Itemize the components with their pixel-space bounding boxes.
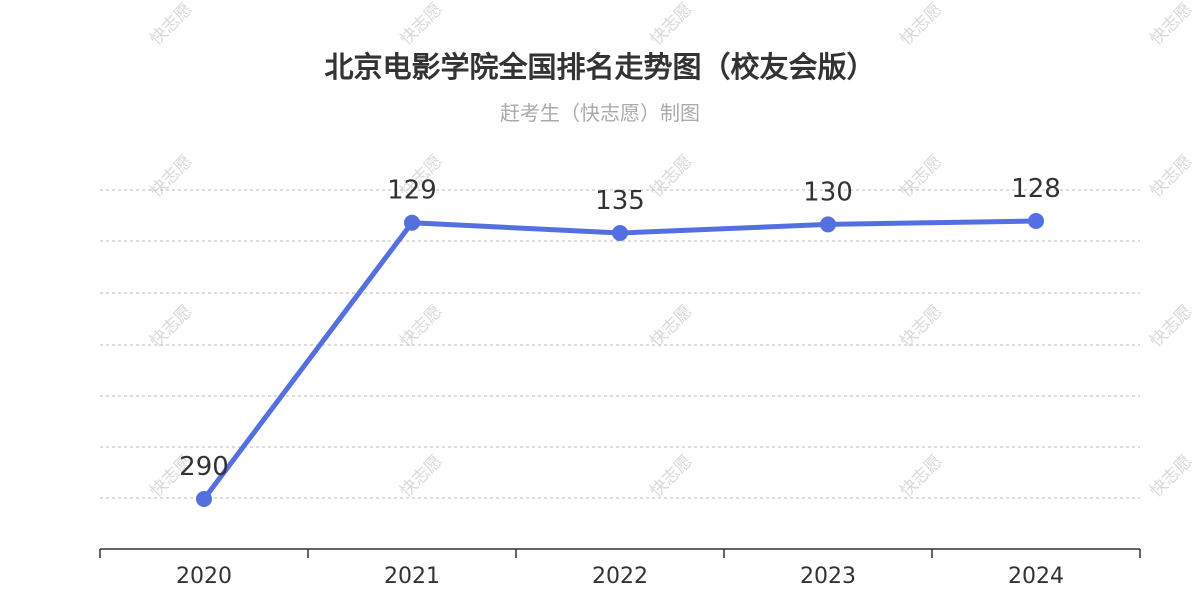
watermark-text: 快志愿	[646, 151, 696, 201]
watermark-text: 快志愿	[896, 301, 946, 351]
watermark-text: 快志愿	[646, 451, 696, 501]
watermark-text: 快志愿	[146, 151, 196, 201]
gridlines	[100, 189, 1140, 499]
watermark-text: 快志愿	[396, 451, 446, 501]
data-label: 129	[387, 176, 437, 206]
watermark-text: 快志愿	[896, 151, 946, 201]
watermark-layer: 快志愿 快志愿 快志愿 快志愿 快志愿快志愿 快志愿 快志愿 快志愿 快志愿快志愿 快志愿 快志愿快…	[146, 0, 1196, 502]
chart-subtitle: 赶考生（快志愿）制图	[500, 101, 700, 125]
watermark-text: 快志愿	[896, 451, 946, 501]
watermark-text: 快志愿	[646, 301, 696, 351]
watermark-text: 快志愿	[1146, 0, 1196, 50]
data-label: 290	[179, 452, 229, 482]
watermark-text: 快志愿	[1146, 151, 1196, 201]
watermark-text: 快志愿	[146, 301, 196, 351]
data-point[interactable]	[1028, 213, 1044, 229]
x-tick-label: 2022	[592, 564, 648, 589]
data-label: 130	[803, 177, 853, 207]
x-tick-label: 2021	[384, 564, 440, 589]
x-axis: 2020 2021 2022 2023 2024	[99, 548, 1141, 589]
data-labels: 290 129 135 130 128	[179, 174, 1061, 482]
series-line	[201, 218, 1039, 502]
data-point[interactable]	[612, 225, 628, 242]
watermark-text: 快志愿	[1146, 451, 1196, 501]
data-label: 135	[595, 186, 645, 216]
watermark-text: 快志愿	[146, 0, 196, 50]
watermark-text: 快志愿	[1146, 301, 1196, 351]
data-label: 128	[1011, 174, 1061, 204]
x-tick-label: 2023	[800, 564, 856, 589]
chart-title: 北京电影学院全国排名走势图（校友会版）	[324, 50, 876, 84]
x-tick-label: 2024	[1008, 564, 1064, 589]
data-point[interactable]	[404, 214, 420, 231]
watermark-text: 快志愿	[396, 0, 446, 50]
data-point[interactable]	[196, 491, 212, 507]
watermark-text: 快志愿	[896, 0, 946, 50]
watermark-text: 快志愿	[396, 301, 446, 351]
watermark-text: 快志愿	[646, 0, 696, 50]
data-point[interactable]	[820, 216, 836, 233]
series-ranking	[196, 213, 1044, 507]
x-tick-label: 2020	[176, 564, 232, 589]
